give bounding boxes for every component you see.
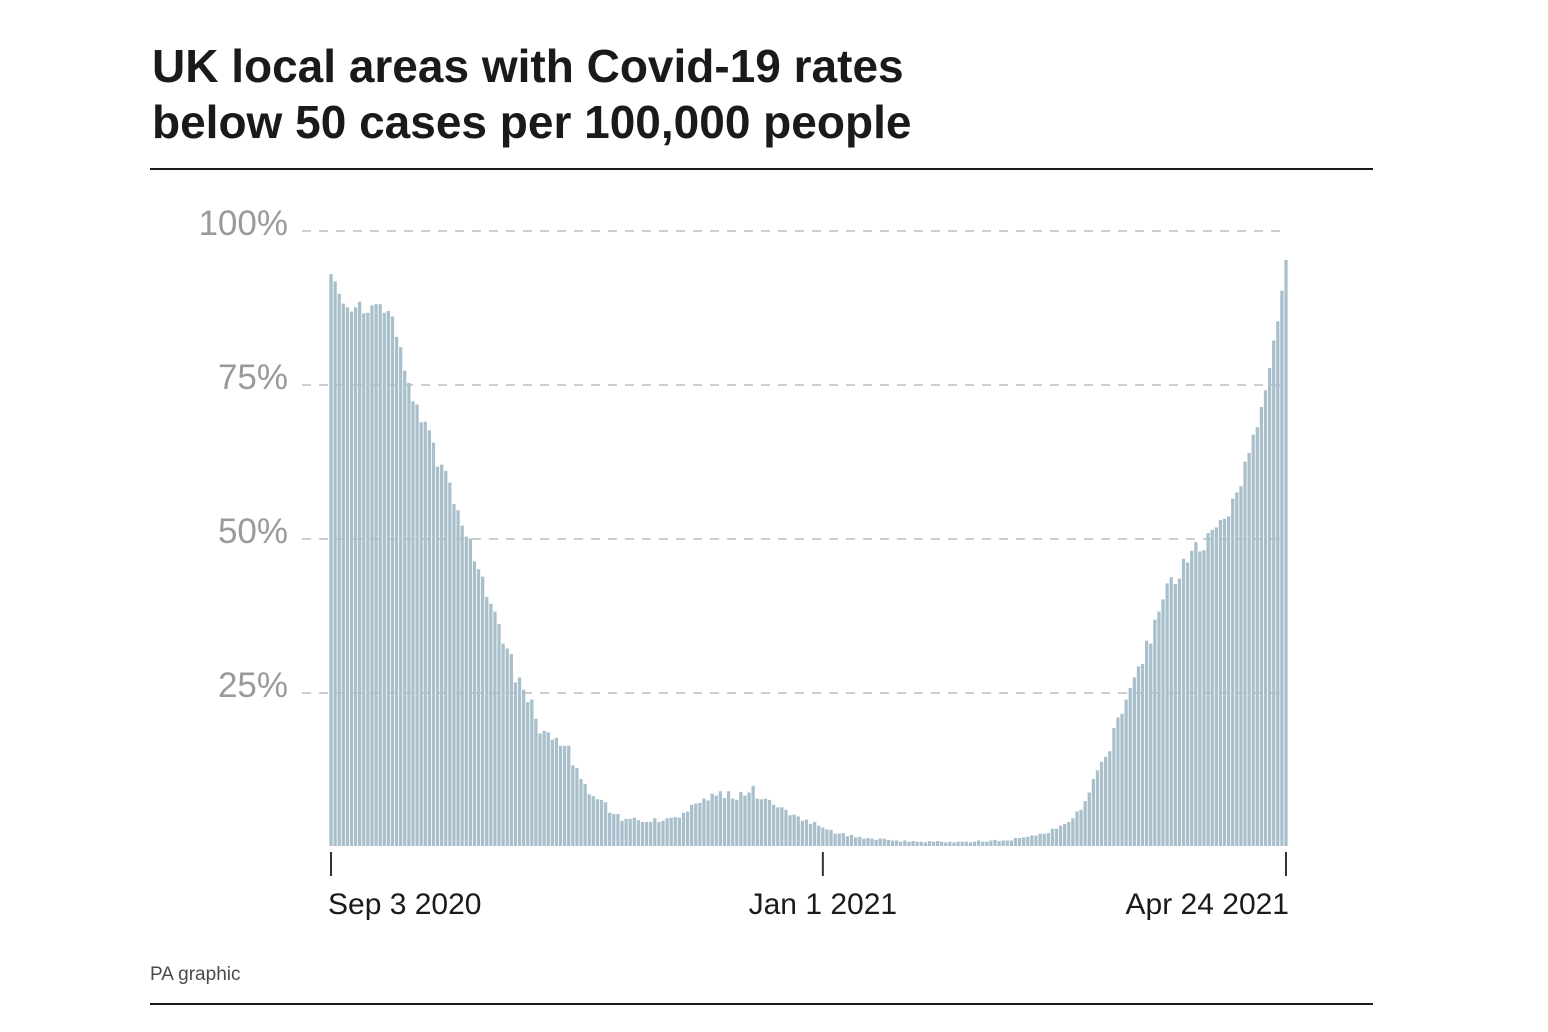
svg-text:Jan 1 2021: Jan 1 2021: [749, 888, 897, 921]
svg-text:100%: 100%: [198, 204, 288, 243]
svg-text:Apr 24 2021: Apr 24 2021: [1126, 888, 1289, 921]
svg-text:25%: 25%: [218, 666, 288, 705]
svg-text:75%: 75%: [218, 358, 288, 397]
svg-text:50%: 50%: [218, 512, 288, 551]
svg-text:Sep 3 2020: Sep 3 2020: [328, 888, 481, 921]
